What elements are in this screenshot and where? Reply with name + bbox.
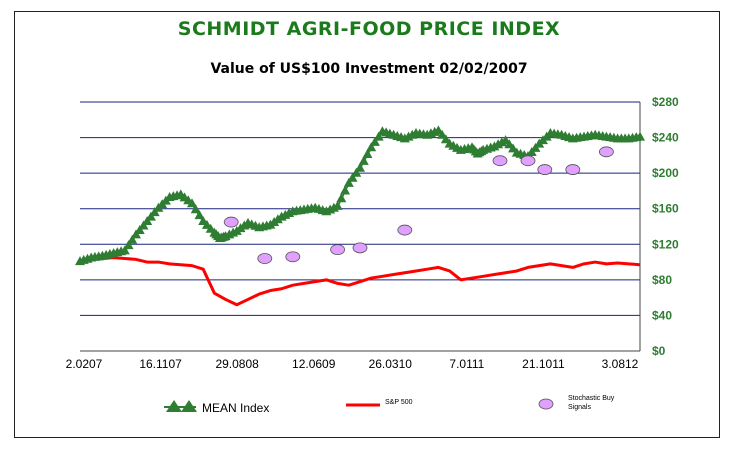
buy-signal-point [285,251,301,263]
mean-index-marker [351,167,362,177]
legend-mean-index-label: MEAN Index [202,401,269,415]
y-axis: $0 $40 $80 $120 $160 $200 $240 $280 [652,95,679,358]
legend-item-mean-index: MEAN Index [164,400,269,415]
legend-mean-index-marker [181,400,197,412]
buy-signal-point [397,224,413,236]
buy-signal-point [520,155,536,167]
mean-index-marker [355,162,365,172]
series-sp500-line [79,256,641,307]
y-tick-label: $0 [652,344,666,358]
mean-index-marker [369,136,380,146]
y-tick-label: $120 [652,237,679,251]
mean-index-marker [366,142,377,152]
x-tick-label: 29.0808 [215,357,259,371]
legend-stochastic-label-line1: Stochastic Buy [568,395,615,402]
y-tick-label: $40 [652,308,672,322]
y-tick-label: $160 [652,202,679,216]
mean-index-marker [187,198,197,208]
x-tick-label: 16.1107 [139,357,182,371]
buy-signal-point [565,164,581,175]
grid-layer [80,101,641,352]
x-tick-label: 12.0609 [292,357,336,371]
mean-index-marker [358,155,369,165]
y-tick-label: $80 [652,273,672,287]
mean-index-marker [340,185,351,195]
x-tick-label: 2.0207 [66,357,103,371]
buy-signal-point [599,146,614,158]
chart-title: SCHMIDT AGRI-FOOD PRICE INDEX [177,18,561,40]
mean-index-marker [347,172,358,182]
legend-item-sp500: S&P 500 [346,399,413,407]
x-tick-label: 26.0310 [369,357,413,371]
y-tick-label: $280 [652,95,679,109]
mean-index-marker [373,131,384,141]
mean-index-marker [343,177,354,187]
chart-frame [14,11,720,438]
mean-index-marker [635,131,645,141]
mean-index-marker [332,200,343,210]
mean-index-marker [362,149,373,159]
buy-signal-point [352,242,368,254]
mean-index-marker [190,204,201,214]
series-mean-index-markers [75,125,645,266]
x-tick-label: 3.0812 [602,357,639,371]
mean-index-marker [194,210,205,220]
chart-subtitle: Value of US$100 Investment 02/02/2007 [210,61,528,77]
legend-mean-index-marker [166,400,182,412]
legend-sp500-label: S&P 500 [385,399,413,406]
legend-stochastic-label: Stochastic Buy Signals [568,395,616,411]
legend-stochastic-marker [538,398,554,410]
buy-signal-point [257,253,273,264]
mean-index-marker [123,240,134,250]
y-tick-label: $200 [652,166,679,180]
buy-signal-point [330,244,346,256]
buy-signal-point [537,164,553,175]
legend-item-stochastic: Stochastic Buy Signals [538,395,616,411]
x-axis: 2.0207 16.1107 29.0808 12.0609 26.0310 7.0111… [66,357,639,371]
x-tick-label: 7.0111 [449,357,484,371]
buy-signal-point [492,155,508,167]
mean-index-marker [336,193,347,203]
legend: MEAN Index S&P 500 Stochastic Buy Signal… [164,395,616,415]
series-layer [75,125,645,307]
x-tick-label: 21.1011 [522,357,565,371]
legend-stochastic-label-line2: Signals [568,404,591,411]
buy-signal-point [223,216,239,228]
mean-index-marker [119,245,130,255]
y-tick-label: $240 [652,131,679,145]
mean-index-marker [127,234,138,244]
